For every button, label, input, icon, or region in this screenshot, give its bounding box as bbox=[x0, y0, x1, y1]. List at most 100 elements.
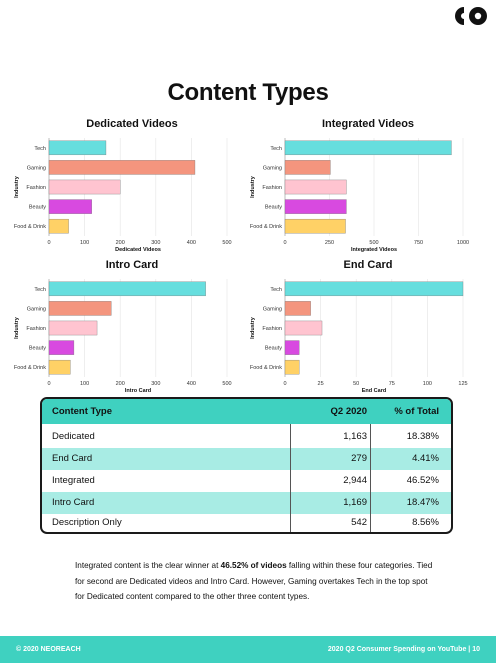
y-tick-label: Food & Drink bbox=[14, 365, 46, 371]
x-tick-label: 300 bbox=[151, 240, 160, 246]
paragraph-highlight: 46.52% of videos bbox=[220, 561, 287, 570]
cell-percent: 18.38% bbox=[406, 431, 439, 442]
table-row: Intro Card 1,169 18.47% bbox=[42, 492, 451, 514]
x-tick-label: 0 bbox=[283, 381, 286, 387]
cell-type: Description Only bbox=[52, 517, 122, 528]
neoreach-logo-icon bbox=[455, 7, 487, 25]
cell-count: 279 bbox=[351, 453, 367, 464]
bar-beauty bbox=[284, 199, 347, 214]
bar-fashion bbox=[48, 320, 98, 336]
x-tick-label: 500 bbox=[369, 240, 378, 246]
table-divider bbox=[290, 424, 291, 532]
bar-food-drink bbox=[48, 218, 69, 234]
cell-percent: 46.52% bbox=[406, 475, 439, 486]
bar-beauty bbox=[284, 340, 300, 355]
chart-intro-card: Intro Card 0 100 200 300 400 500 Tech Gaming Fas… bbox=[12, 259, 252, 395]
cell-count: 1,163 bbox=[343, 431, 367, 442]
bar-tech bbox=[48, 281, 206, 297]
x-axis-label: Integrated Videos bbox=[351, 247, 397, 253]
y-tick-label: Beauty bbox=[265, 346, 282, 352]
table-row: Integrated 2,944 46.52% bbox=[42, 470, 451, 492]
header-content-type: Content Type bbox=[52, 406, 112, 417]
chart-title: Dedicated Videos bbox=[86, 118, 178, 130]
bar-beauty bbox=[48, 340, 75, 355]
cell-percent: 8.56% bbox=[412, 517, 439, 528]
bar-tech bbox=[48, 140, 107, 156]
y-axis-label: Industry bbox=[250, 316, 256, 339]
bar-fashion bbox=[284, 179, 347, 195]
x-axis-label: End Card bbox=[362, 388, 386, 394]
chart-title: End Card bbox=[343, 259, 393, 271]
y-axis-label: Industry bbox=[14, 175, 20, 198]
y-tick-label: Food & Drink bbox=[250, 365, 282, 371]
x-tick-label: 750 bbox=[414, 240, 423, 246]
page-title: Content Types bbox=[167, 79, 329, 106]
y-tick-label: Gaming bbox=[27, 306, 46, 312]
y-tick-label: Tech bbox=[34, 287, 46, 293]
bar-fashion bbox=[284, 320, 323, 336]
cell-percent: 18.47% bbox=[406, 497, 439, 508]
bar-tech bbox=[284, 281, 464, 297]
chart-integrated: Integrated Videos 0 250 500 750 1000 Tech Gami… bbox=[248, 118, 488, 254]
x-axis-label: Dedicated Videos bbox=[115, 247, 161, 253]
bar-gaming bbox=[284, 301, 311, 316]
content-type-table: Content Type Q2 2020 % of Total Dedicate… bbox=[40, 397, 453, 534]
page-footer: © 2020 NEOREACH 2020 Q2 Consumer Spendin… bbox=[0, 636, 496, 663]
x-tick-label: 0 bbox=[47, 381, 50, 387]
chart-svg: 0 250 500 750 1000 Tech Gaming Fashion Beauty Foo… bbox=[250, 138, 469, 253]
y-tick-label: Food & Drink bbox=[14, 224, 46, 230]
y-tick-label: Beauty bbox=[29, 346, 46, 352]
x-tick-label: 125 bbox=[458, 381, 467, 387]
y-tick-label: Fashion bbox=[262, 185, 282, 191]
bar-food-drink bbox=[48, 359, 71, 375]
table-divider bbox=[370, 424, 371, 532]
x-tick-label: 200 bbox=[116, 381, 125, 387]
x-tick-label: 1000 bbox=[457, 240, 469, 246]
cell-type: Integrated bbox=[52, 475, 95, 486]
bar-gaming bbox=[48, 160, 196, 175]
y-tick-label: Gaming bbox=[263, 306, 282, 312]
table-row: Dedicated 1,163 18.38% bbox=[42, 426, 451, 448]
y-tick-label: Tech bbox=[270, 146, 282, 152]
cell-type: Intro Card bbox=[52, 497, 95, 508]
x-tick-label: 0 bbox=[283, 240, 286, 246]
x-tick-label: 100 bbox=[423, 381, 432, 387]
chart-title: Intro Card bbox=[105, 259, 159, 271]
x-tick-label: 75 bbox=[389, 381, 395, 387]
bar-fashion bbox=[48, 179, 121, 195]
y-tick-label: Fashion bbox=[26, 326, 46, 332]
y-tick-label: Tech bbox=[34, 146, 46, 152]
y-axis-label: Industry bbox=[250, 175, 256, 198]
cell-type: End Card bbox=[52, 453, 93, 464]
x-tick-label: 300 bbox=[151, 381, 160, 387]
cell-count: 2,944 bbox=[343, 475, 367, 486]
x-axis-label: Intro Card bbox=[125, 388, 151, 394]
cell-count: 1,169 bbox=[343, 497, 367, 508]
y-tick-label: Gaming bbox=[263, 165, 282, 171]
x-tick-label: 50 bbox=[353, 381, 359, 387]
y-tick-label: Fashion bbox=[26, 185, 46, 191]
cell-percent: 4.41% bbox=[412, 453, 439, 464]
chart-title: Integrated Videos bbox=[321, 118, 415, 130]
y-axis-label: Industry bbox=[14, 316, 20, 339]
y-tick-label: Food & Drink bbox=[250, 224, 282, 230]
header-q2-2020: Q2 2020 bbox=[330, 406, 367, 417]
table-row: Description Only 542 8.56% bbox=[42, 512, 451, 532]
y-tick-label: Gaming bbox=[27, 165, 46, 171]
x-tick-label: 100 bbox=[80, 381, 89, 387]
x-tick-label: 400 bbox=[187, 240, 196, 246]
chart-svg: 0 100 200 300 400 500 Tech Gaming Fashion Beauty F… bbox=[14, 279, 232, 394]
paragraph-text: falling within these four categories. Ti… bbox=[75, 561, 433, 602]
bar-food-drink bbox=[284, 359, 300, 375]
x-tick-label: 500 bbox=[222, 240, 231, 246]
chart-svg: 0 100 200 300 400 500 Tech Gaming Fashion Beauty F… bbox=[14, 138, 232, 253]
footer-copyright: © 2020 NEOREACH bbox=[16, 646, 81, 653]
y-tick-label: Tech bbox=[270, 287, 282, 293]
bar-beauty bbox=[48, 199, 92, 214]
header-percent-total: % of Total bbox=[394, 406, 439, 417]
y-tick-label: Beauty bbox=[29, 205, 46, 211]
bar-gaming bbox=[284, 160, 331, 175]
x-tick-label: 500 bbox=[222, 381, 231, 387]
x-tick-label: 100 bbox=[80, 240, 89, 246]
chart-end-card: End Card 0 25 50 75 100 125 Tech Gaming Fashion B… bbox=[248, 259, 488, 395]
